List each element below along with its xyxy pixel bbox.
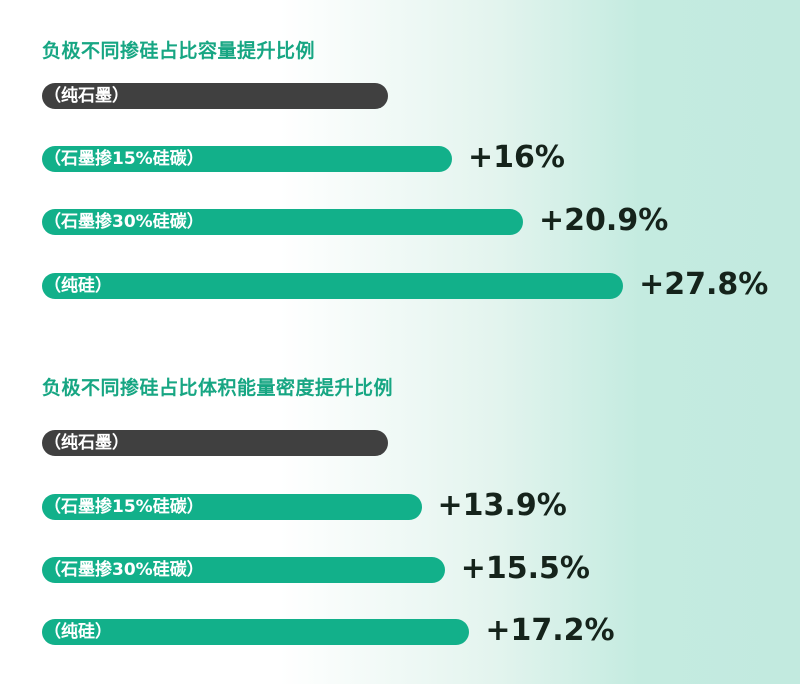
bar: （纯石墨） xyxy=(42,83,388,109)
bar: （纯硅） xyxy=(42,619,470,645)
value-label: +15.5% xyxy=(460,551,590,586)
chart-title: 负极不同掺硅占比体积能量密度提升比例 xyxy=(42,377,394,399)
bar: （纯硅） xyxy=(42,273,624,299)
chart-title: 负极不同掺硅占比容量提升比例 xyxy=(42,40,316,62)
bar: （石墨掺15%硅碳） xyxy=(42,146,452,172)
bar: （纯石墨） xyxy=(42,430,388,456)
bar: （石墨掺30%硅碳） xyxy=(42,209,524,235)
value-label: +17.2% xyxy=(485,613,615,648)
value-label: +16% xyxy=(468,140,565,175)
value-label: +27.8% xyxy=(639,267,769,302)
value-label: +20.9% xyxy=(539,203,669,238)
bar: （石墨掺15%硅碳） xyxy=(42,494,422,520)
bar: （石墨掺30%硅碳） xyxy=(42,557,445,583)
value-label: +13.9% xyxy=(437,488,567,523)
